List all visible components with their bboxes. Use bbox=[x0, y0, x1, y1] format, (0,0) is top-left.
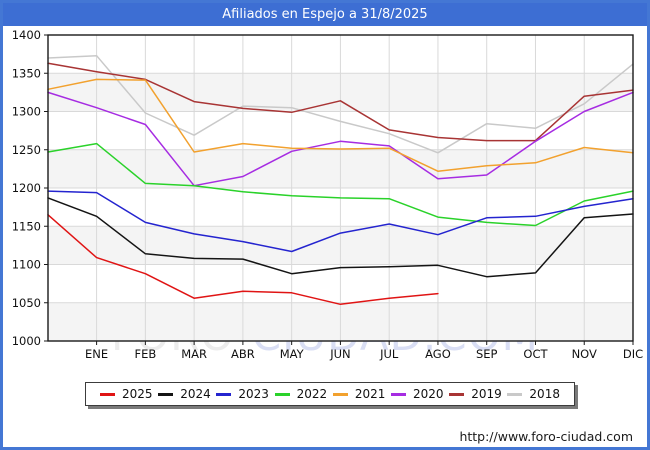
x-tick-label: NOV bbox=[572, 347, 597, 361]
x-tick-label: SEP bbox=[476, 347, 498, 361]
legend-item-2024: 2024 bbox=[158, 388, 211, 400]
legend-label-2025: 2025 bbox=[122, 387, 153, 401]
legend-item-2022: 2022 bbox=[274, 387, 328, 401]
legend-swatch-2020 bbox=[391, 392, 407, 396]
legend-label-2021: 2021 bbox=[354, 387, 386, 401]
legend-item-2019: 2019 bbox=[449, 388, 502, 400]
y-tick-label: 1200 bbox=[12, 181, 41, 195]
x-tick-label: MAR bbox=[181, 347, 207, 361]
series-line-2024 bbox=[47, 197, 634, 278]
legend-label-2022: 2022 bbox=[296, 387, 328, 401]
y-tick-label: 1000 bbox=[12, 334, 41, 348]
series-line-2025 bbox=[47, 214, 439, 306]
legend-item-2023: 2023 bbox=[216, 388, 269, 400]
legend-swatch-2018 bbox=[507, 392, 523, 396]
y-tick-label: 1250 bbox=[12, 143, 41, 157]
legend: 2025 2024 2023 2022 2021 2020 2019 2018 bbox=[85, 382, 575, 406]
legend-swatch-2022 bbox=[274, 392, 290, 396]
x-tick-label: ABR bbox=[231, 347, 255, 361]
legend-swatch-2021 bbox=[332, 392, 348, 396]
legend-swatch-2024 bbox=[158, 392, 174, 396]
legend-item-2021: 2021 bbox=[332, 387, 386, 401]
legend-item-2018: 2018 bbox=[507, 388, 560, 400]
legend-item-2025: 2025 bbox=[100, 388, 153, 400]
legend-label-2024: 2024 bbox=[180, 387, 211, 401]
legend-swatch-2019 bbox=[449, 392, 465, 396]
y-tick-label: 1050 bbox=[12, 296, 41, 310]
legend-swatch-2023 bbox=[216, 392, 232, 396]
x-tick-label: ENE bbox=[85, 347, 108, 361]
legend-label-2019: 2019 bbox=[471, 387, 502, 401]
x-tick-label: OCT bbox=[523, 347, 548, 361]
y-tick-label: 1150 bbox=[12, 219, 41, 233]
x-tick-label: FEB bbox=[134, 347, 156, 361]
x-tick-label: AGO bbox=[425, 347, 451, 361]
chart-title: Afiliados en Espejo a 31/8/2025 bbox=[3, 3, 647, 26]
legend-item-2020: 2020 bbox=[391, 388, 444, 400]
legend-label-2018: 2018 bbox=[529, 387, 560, 401]
series-line-2020 bbox=[47, 91, 634, 187]
x-tick-label: JUN bbox=[329, 347, 350, 361]
y-tick-label: 1400 bbox=[12, 28, 41, 42]
series-line-2021 bbox=[47, 78, 634, 172]
series-line-2023 bbox=[47, 190, 634, 253]
y-tick-label: 1100 bbox=[12, 258, 41, 272]
y-tick-label: 1300 bbox=[12, 105, 41, 119]
legend-label-2023: 2023 bbox=[238, 387, 269, 401]
series-line-2018 bbox=[47, 54, 634, 154]
y-tick-label: 1350 bbox=[12, 66, 41, 80]
x-tick-label: DIC bbox=[623, 347, 643, 361]
legend-swatch-2025 bbox=[100, 392, 115, 396]
line-chart-plot: 1400 1350 1300 1250 1200 1150 1100 1050 1000 ENE F… bbox=[12, 28, 643, 361]
series-line-2022 bbox=[47, 142, 634, 227]
x-tick-label: MAY bbox=[280, 347, 305, 361]
legend-label-2020: 2020 bbox=[413, 387, 444, 401]
footer-link[interactable]: http://www.foro-ciudad.com bbox=[459, 429, 633, 444]
x-tick-label: JUL bbox=[379, 347, 399, 361]
